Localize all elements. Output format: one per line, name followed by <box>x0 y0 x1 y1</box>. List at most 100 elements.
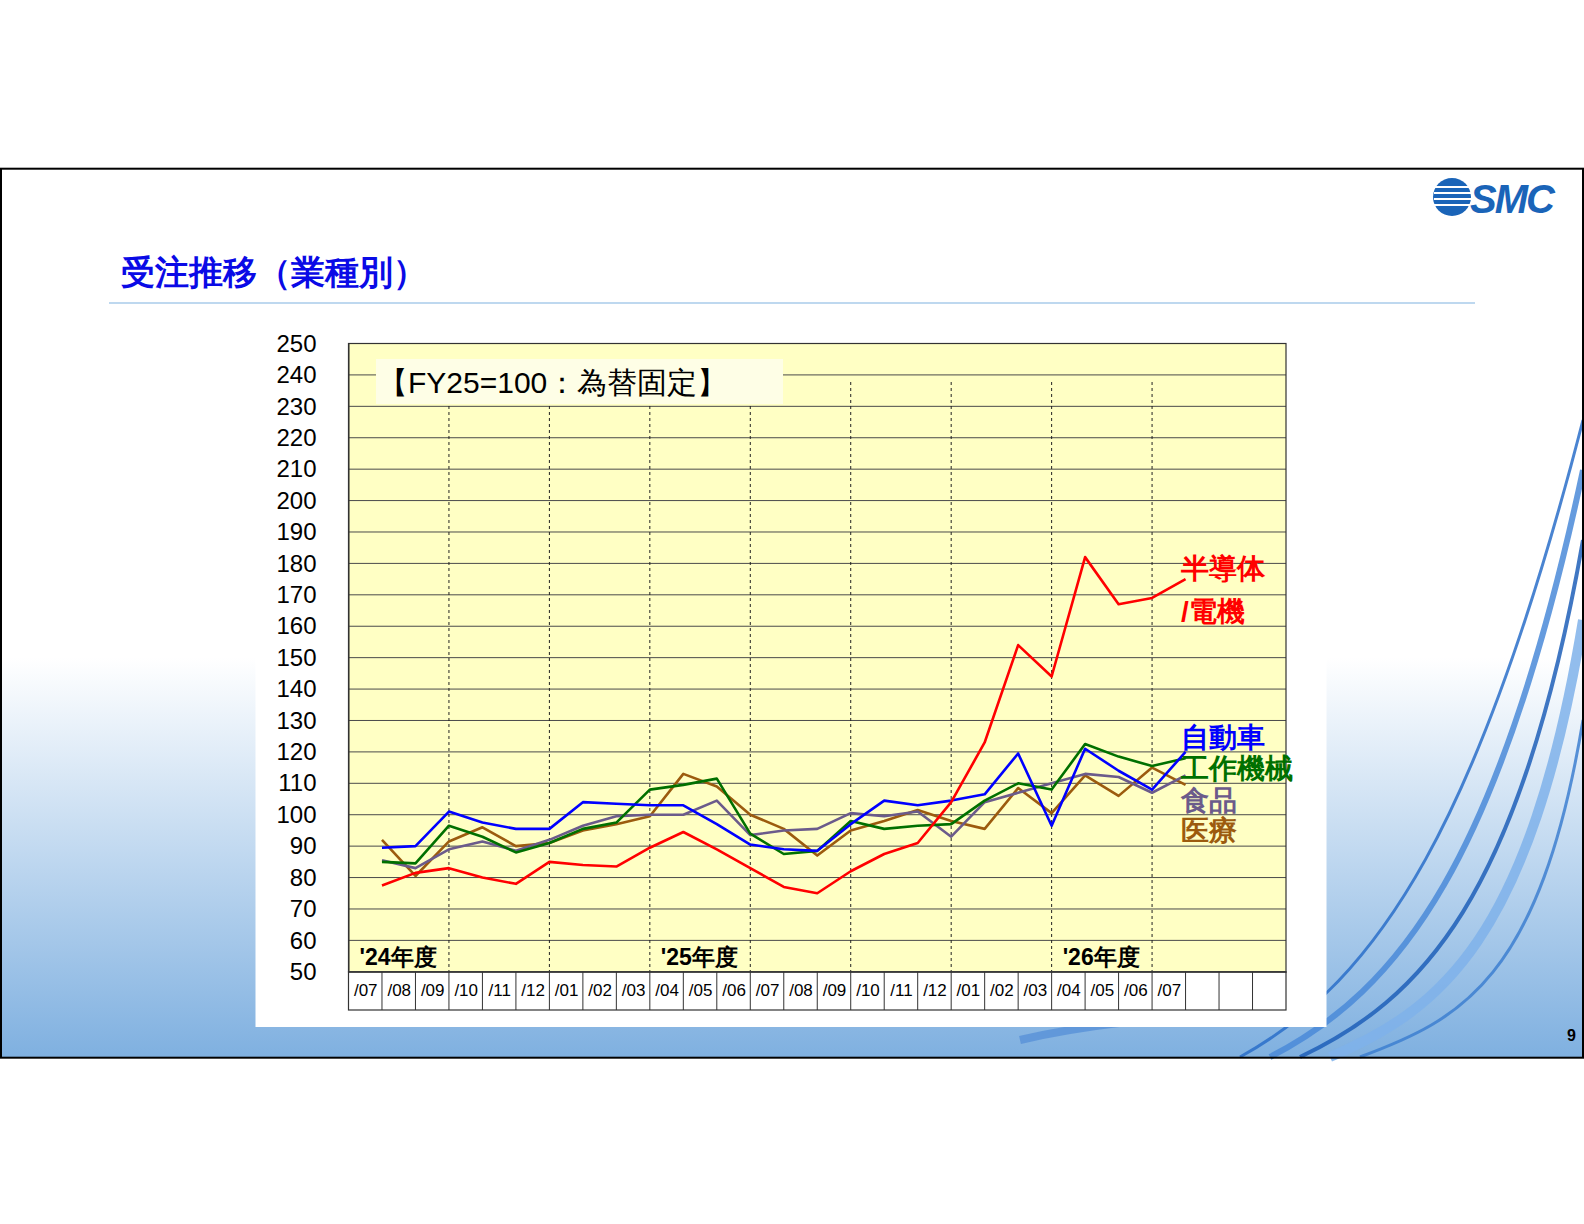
table-divider <box>549 972 550 1010</box>
y-tick-label: 110 <box>278 769 316 796</box>
y-tick-label: 190 <box>276 518 316 545</box>
table-divider <box>616 972 617 1010</box>
grid <box>349 344 1287 972</box>
grid-line <box>349 689 1287 690</box>
series-label: 半導体/電機 <box>1180 553 1266 627</box>
x-tick: /08 <box>789 972 813 1000</box>
x-tick: /07 <box>354 972 378 1000</box>
y-tick-label: 90 <box>290 832 317 859</box>
series-label: 医療 <box>1181 815 1237 846</box>
table-divider <box>1219 972 1220 1010</box>
x-tick: /03 <box>622 972 646 1000</box>
x-tick-label: /12 <box>923 981 947 1000</box>
table-divider <box>1185 972 1186 1010</box>
y-tick: 100 <box>276 801 348 828</box>
logo: SMC <box>1433 177 1556 221</box>
table-divider <box>1051 972 1052 1010</box>
y-tick-label: 150 <box>276 644 316 671</box>
table-divider <box>582 972 583 1010</box>
table-divider <box>381 972 382 1010</box>
y-tick-label: 60 <box>290 927 317 954</box>
y-tick: 160 <box>276 612 348 639</box>
y-tick-label: 120 <box>276 738 316 765</box>
table-divider <box>750 972 751 1010</box>
quarter-line <box>850 382 851 972</box>
lines <box>382 557 1186 893</box>
x-tick-label: /09 <box>421 981 445 1000</box>
x-tick: /10 <box>856 972 880 1000</box>
x-tick: /08 <box>387 972 411 1000</box>
x-tick: /09 <box>823 972 847 1000</box>
series-line <box>382 744 1186 863</box>
table-divider <box>482 972 483 1010</box>
x-tick-label: /12 <box>521 981 545 1000</box>
y-tick-label: 80 <box>290 864 317 891</box>
x-tick-label: /10 <box>856 981 880 1000</box>
swoosh <box>1360 720 1583 1057</box>
title-rule <box>109 302 1475 304</box>
x-tick: /01 <box>957 972 981 1000</box>
slide-title: 受注推移（業種別） <box>121 253 427 291</box>
y-tick-label: 70 <box>290 895 317 922</box>
grid-line <box>349 846 1287 847</box>
y-tick-label: 250 <box>276 330 316 357</box>
table-divider <box>984 972 985 1010</box>
table-divider <box>817 972 818 1010</box>
y-tick: 130 <box>276 707 348 734</box>
x-tick-label: /01 <box>555 981 579 1000</box>
grid-line <box>349 469 1287 470</box>
y-tick: 170 <box>276 581 348 608</box>
table-divider <box>884 972 885 1010</box>
table-frame <box>349 972 1287 1010</box>
x-axis: /07/08/09/10/11/12/01/02/03/04/05/06/07/… <box>349 972 1287 1000</box>
quarter-line <box>448 382 449 972</box>
logo-stripe <box>1434 186 1472 188</box>
swoosh <box>1300 540 1583 1057</box>
y-tick: 180 <box>276 550 348 577</box>
series-line <box>382 557 1186 893</box>
table-divider <box>783 972 784 1010</box>
table-divider <box>850 972 851 1010</box>
quarter-line <box>750 382 751 972</box>
series-line <box>382 768 1186 876</box>
swoosh <box>1330 620 1583 1057</box>
table-divider <box>1252 972 1253 1010</box>
x-tick: /03 <box>1024 972 1048 1000</box>
x-tick: /10 <box>454 972 478 1000</box>
series-label: 工作機械 <box>1180 753 1293 784</box>
y-tick: 70 <box>290 895 349 922</box>
series-line <box>382 749 1186 851</box>
y-tick: 250 <box>276 330 348 357</box>
grid-line <box>349 531 1287 532</box>
x-tick-label: /02 <box>990 981 1014 1000</box>
y-tick-label: 180 <box>276 550 316 577</box>
x-tick: /04 <box>655 972 679 1000</box>
table-divider <box>415 972 416 1010</box>
logo-mark <box>1433 178 1471 216</box>
table-divider <box>683 972 684 1010</box>
table-divider <box>1018 972 1019 1010</box>
grid-line <box>349 720 1287 721</box>
x-tick: /05 <box>689 972 713 1000</box>
x-tick-label: /03 <box>1024 981 1048 1000</box>
y-tick: 240 <box>276 361 348 388</box>
logo-text: SMC <box>1470 177 1556 221</box>
x-tick-label: /05 <box>1091 981 1115 1000</box>
quarter-line <box>951 382 952 972</box>
quarter-line <box>649 382 650 972</box>
y-tick-label: 140 <box>276 675 316 702</box>
x-tick: /11 <box>488 972 510 1000</box>
y-tick-label: 160 <box>276 612 316 639</box>
logo-stripe <box>1434 204 1472 206</box>
x-tick-label: /07 <box>354 981 378 1000</box>
x-tick: /04 <box>1057 972 1081 1000</box>
slide-frame <box>1 169 1583 1058</box>
x-tick-label: /08 <box>789 981 813 1000</box>
grid-line <box>349 437 1287 438</box>
table-divider <box>649 972 650 1010</box>
plot-background <box>349 344 1287 972</box>
table-divider <box>951 972 952 1010</box>
y-tick-label: 50 <box>290 958 317 985</box>
x-tick: /06 <box>722 972 746 1000</box>
grid-line <box>349 500 1287 501</box>
